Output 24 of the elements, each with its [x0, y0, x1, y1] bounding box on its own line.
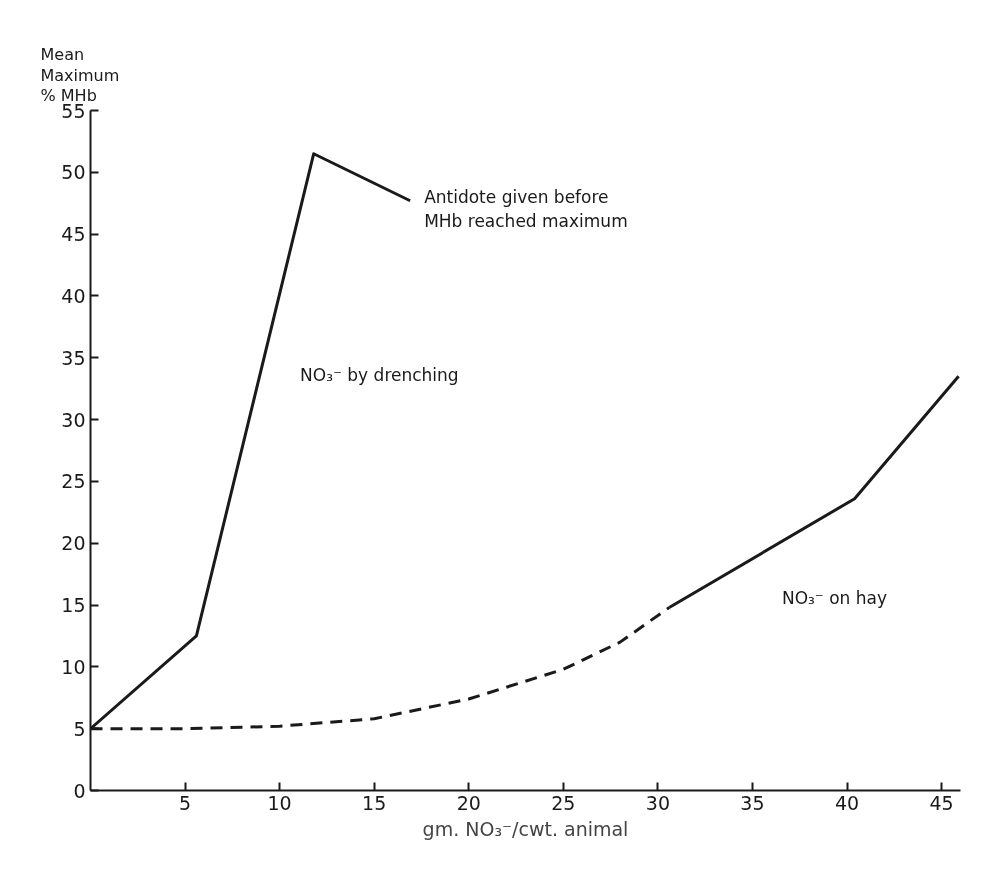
x-tick-label: 20: [456, 791, 481, 814]
y-tick-label: 35: [61, 346, 86, 369]
x-tick-label: 25: [551, 791, 576, 814]
x-axis-title: gm. NO₃⁻/cwt. animal: [422, 817, 629, 840]
x-tick-label: 15: [362, 791, 387, 814]
y-tick-label: 10: [61, 655, 86, 678]
y-tick-label: 15: [61, 594, 86, 617]
annotation: Antidote given before MHb reached maximum: [424, 186, 628, 231]
y-tick-label: 20: [61, 532, 86, 555]
x-tick-label: 30: [645, 791, 670, 814]
y-tick-label: 40: [61, 284, 86, 307]
y-tick-label: 0: [73, 779, 86, 802]
x-tick-label: 40: [834, 791, 860, 814]
y-tick-label: 45: [61, 223, 86, 246]
x-tick-label: 45: [929, 791, 954, 814]
x-tick-label: 35: [740, 791, 765, 814]
y-tick-label: 30: [61, 408, 86, 431]
y-tick-label: 25: [61, 470, 86, 493]
y-tick-label: 50: [61, 161, 86, 184]
text: NO₃⁻ by drenching: [300, 364, 459, 385]
x-tick-label: 10: [267, 791, 292, 814]
text: NO₃⁻ on hay: [781, 588, 888, 609]
y-tick-label: 5: [73, 717, 86, 740]
x-tick-label: 5: [179, 791, 192, 814]
